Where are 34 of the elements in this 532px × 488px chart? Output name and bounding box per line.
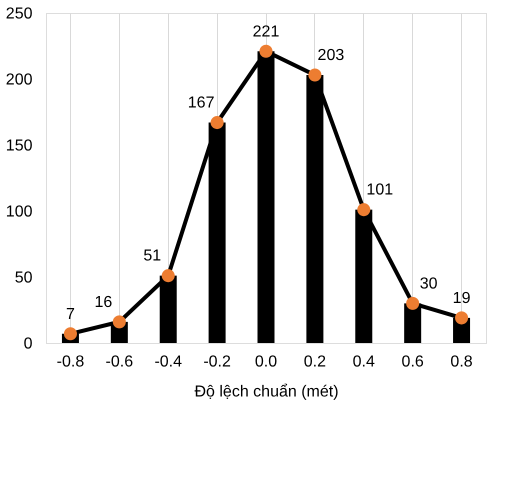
point — [112, 315, 126, 328]
x-tick-label: 0.0 — [254, 354, 278, 370]
data-label: 7 — [66, 306, 75, 323]
point — [210, 116, 224, 130]
data-label: 203 — [318, 47, 344, 64]
point — [64, 327, 77, 340]
data-label: 19 — [452, 290, 471, 307]
x-tick-label: -0.8 — [56, 354, 84, 370]
point — [406, 296, 420, 310]
x-tick-label: 0.2 — [304, 354, 326, 370]
x-tick-label: 0.8 — [450, 354, 473, 370]
y-tick-label: 250 — [6, 6, 33, 22]
x-tick-label: 0.6 — [402, 354, 424, 370]
x-axis-title: Độ lệch chuẩn (mét) — [194, 384, 339, 400]
data-label: 167 — [188, 94, 215, 112]
data-label: 16 — [94, 294, 112, 311]
point — [455, 311, 468, 324]
y-tick-label: 150 — [6, 138, 33, 154]
point — [357, 203, 370, 216]
y-tick-label: 50 — [14, 270, 33, 286]
x-tick-label: 0.4 — [352, 354, 375, 370]
data-label: 101 — [366, 182, 394, 199]
data-label: 30 — [420, 275, 438, 292]
point — [308, 68, 322, 82]
point — [162, 269, 175, 282]
data-label: 221 — [252, 23, 280, 40]
x-tick-label: -0.6 — [106, 354, 134, 370]
y-tick-label: 200 — [6, 72, 33, 88]
y-tick-label: 100 — [6, 204, 33, 220]
x-tick-label: -0.2 — [203, 354, 231, 370]
data-label: 51 — [143, 248, 162, 265]
point — [259, 44, 273, 58]
x-tick-label: -0.4 — [154, 354, 182, 370]
y-tick-label: 0 — [24, 336, 33, 352]
